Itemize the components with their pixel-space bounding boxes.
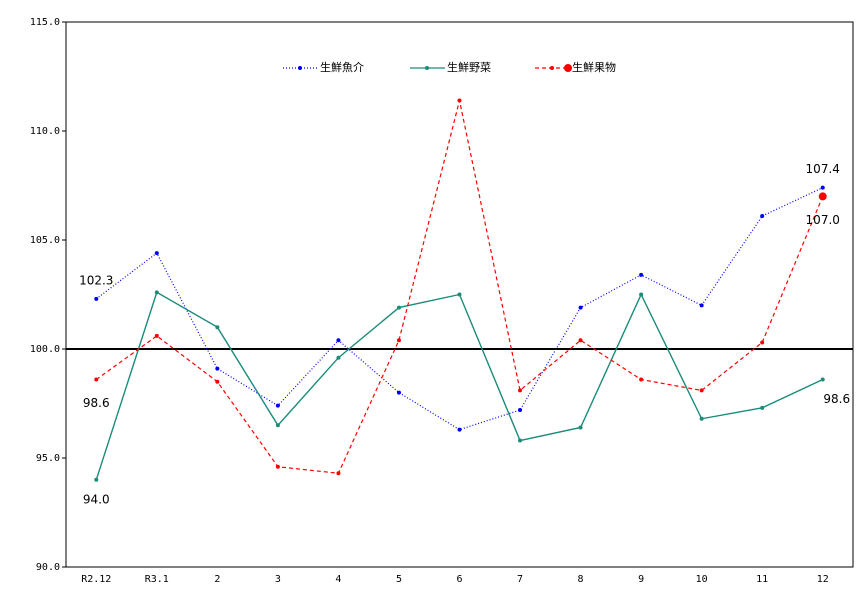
point [275, 423, 280, 428]
point [336, 355, 341, 360]
point [818, 192, 827, 201]
x-tick-label: 3 [275, 574, 281, 585]
point [578, 305, 583, 310]
x-tick-label: 10 [696, 574, 708, 585]
point [578, 425, 583, 430]
point [760, 340, 765, 345]
x-tick-label: 2 [214, 574, 220, 585]
legend-marker [550, 66, 554, 70]
point [457, 427, 462, 432]
point [215, 379, 220, 384]
data-label: 98.6 [823, 392, 850, 406]
legend-label: 生鮮魚介 [320, 60, 364, 74]
x-tick-label: 4 [335, 574, 341, 585]
point [94, 477, 99, 482]
y-tick-label: 105.0 [30, 235, 60, 246]
point [94, 296, 99, 301]
legend-marker [564, 64, 572, 72]
point [639, 377, 644, 382]
point [396, 390, 401, 395]
x-tick-label: R2.12 [81, 574, 111, 585]
point [820, 185, 825, 190]
point [396, 305, 401, 310]
series-line [95, 291, 824, 481]
x-tick-label: R3.1 [145, 574, 169, 585]
point [639, 272, 644, 277]
point [820, 377, 825, 382]
y-tick-label: 100.0 [30, 344, 60, 355]
legend-marker [425, 66, 429, 70]
y-tick-label: 115.0 [30, 17, 60, 28]
point [154, 333, 159, 338]
data-label: 94.0 [83, 492, 110, 506]
legend-marker [298, 66, 302, 70]
x-tick-label: 7 [517, 574, 523, 585]
point [518, 388, 523, 393]
x-tick-label: 11 [756, 574, 768, 585]
y-tick-label: 110.0 [30, 126, 60, 137]
point [518, 438, 523, 443]
x-tick-label: 9 [638, 574, 644, 585]
point [275, 403, 280, 408]
data-label: 98.6 [83, 396, 110, 410]
point [699, 303, 704, 308]
point [154, 251, 159, 256]
point [215, 366, 220, 371]
point [760, 405, 765, 410]
y-tick-label: 90.0 [36, 562, 60, 573]
y-tick-label: 95.0 [36, 453, 60, 464]
point [699, 388, 704, 393]
x-tick-label: 5 [396, 574, 402, 585]
legend-label: 生鮮野菜 [447, 60, 491, 74]
plot-frame [65, 21, 854, 568]
point [760, 214, 765, 219]
point [578, 338, 583, 343]
point [336, 471, 341, 476]
legend-label: 生鮮果物 [572, 60, 616, 74]
x-tick-label: 6 [456, 574, 462, 585]
data-label: 107.0 [806, 213, 840, 227]
data-label: 102.3 [79, 273, 113, 287]
point [275, 464, 280, 469]
point [457, 292, 462, 297]
point [518, 408, 523, 413]
point [336, 338, 341, 343]
point [215, 325, 220, 330]
point [699, 416, 704, 421]
point [457, 98, 462, 103]
series-line [95, 187, 823, 431]
point [396, 338, 401, 343]
point [639, 292, 644, 297]
data-label: 107.4 [806, 162, 840, 176]
x-tick-label: 8 [578, 574, 584, 585]
x-tick-label: 12 [817, 574, 829, 585]
point [154, 290, 159, 295]
point [94, 377, 99, 382]
